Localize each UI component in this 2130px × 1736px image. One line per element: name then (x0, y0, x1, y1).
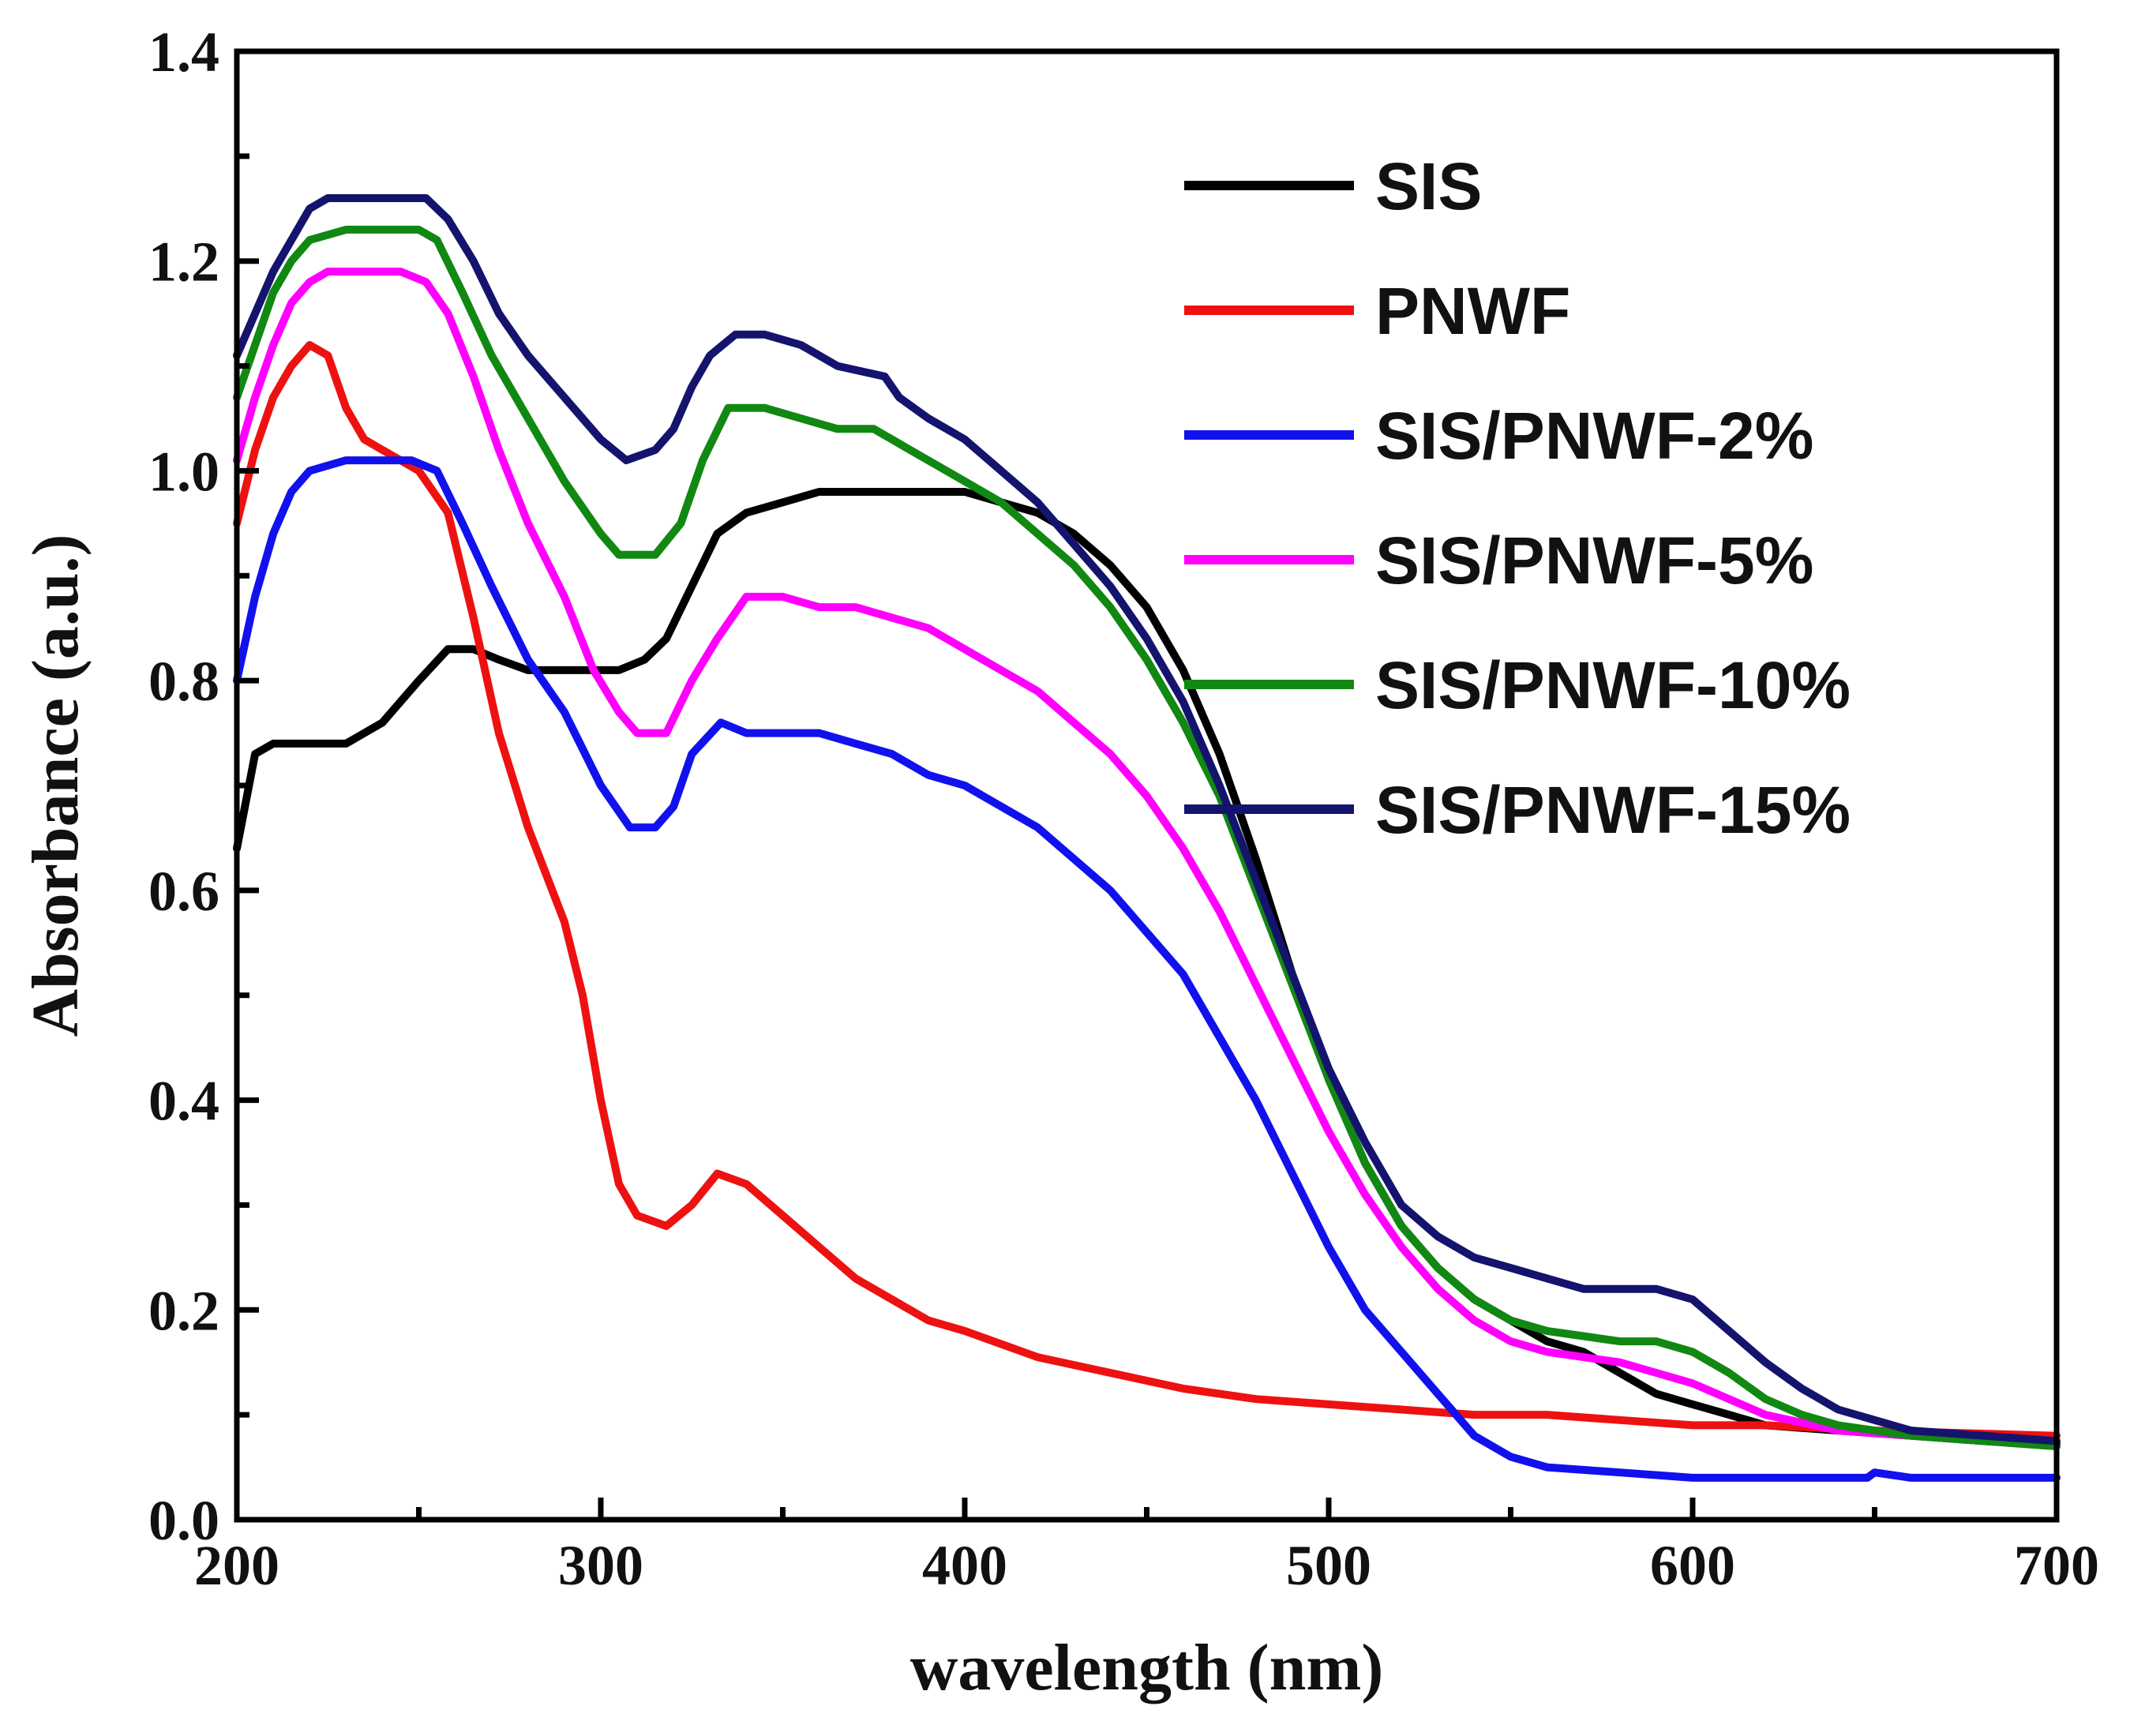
series-line-sis-pnwf-10 (233, 225, 2061, 1450)
x-axis-title: wavelength (nm) (910, 1631, 1384, 1704)
legend-label-sis-pnwf-10: SIS/PNWF-10% (1375, 648, 1851, 722)
y-tick-label: 0.2 (148, 1279, 219, 1342)
y-tick-label: 1.0 (148, 440, 219, 503)
x-tick-label: 300 (558, 1534, 643, 1597)
legend-label-pnwf: PNWF (1375, 274, 1570, 348)
y-axis-title: Absorbance (a.u.) (19, 534, 92, 1037)
x-tick-label: 400 (922, 1534, 1007, 1597)
y-tick-label: 0.0 (148, 1489, 219, 1552)
plot-series (233, 194, 2061, 1482)
series-line-sis-pnwf-5 (233, 268, 2061, 1450)
y-tick-label: 0.6 (148, 860, 219, 923)
x-tick-label: 700 (2014, 1534, 2099, 1597)
series-line-pnwf (233, 341, 2061, 1440)
y-tick-label: 1.2 (148, 231, 219, 294)
legend-label-sis: SIS (1375, 149, 1482, 223)
series-line-sis-pnwf-2 (233, 456, 2061, 1482)
axis-tick-labels: 200 300 400 500 600 700 0.0 0.2 0.4 0.6 0.8 1.0 1.2 1… (148, 21, 2099, 1597)
legend-label-sis-pnwf-5: SIS/PNWF-5% (1375, 523, 1813, 598)
y-tick-label: 1.4 (148, 21, 219, 84)
x-tick-label: 200 (194, 1534, 279, 1597)
legend-label-sis-pnwf-15: SIS/PNWF-15% (1375, 773, 1851, 847)
legend: SIS PNWF SIS/PNWF-2% SIS/PNWF-5% SIS/PNWF-10… (1184, 149, 1851, 847)
x-tick-label: 600 (1650, 1534, 1735, 1597)
series-line-sis-pnwf-15 (233, 194, 2061, 1445)
y-tick-label: 0.8 (148, 650, 219, 713)
y-tick-label: 0.4 (148, 1070, 219, 1133)
x-tick-label: 500 (1286, 1534, 1371, 1597)
legend-label-sis-pnwf-2: SIS/PNWF-2% (1375, 399, 1813, 473)
axis-ticks (234, 48, 2060, 1523)
